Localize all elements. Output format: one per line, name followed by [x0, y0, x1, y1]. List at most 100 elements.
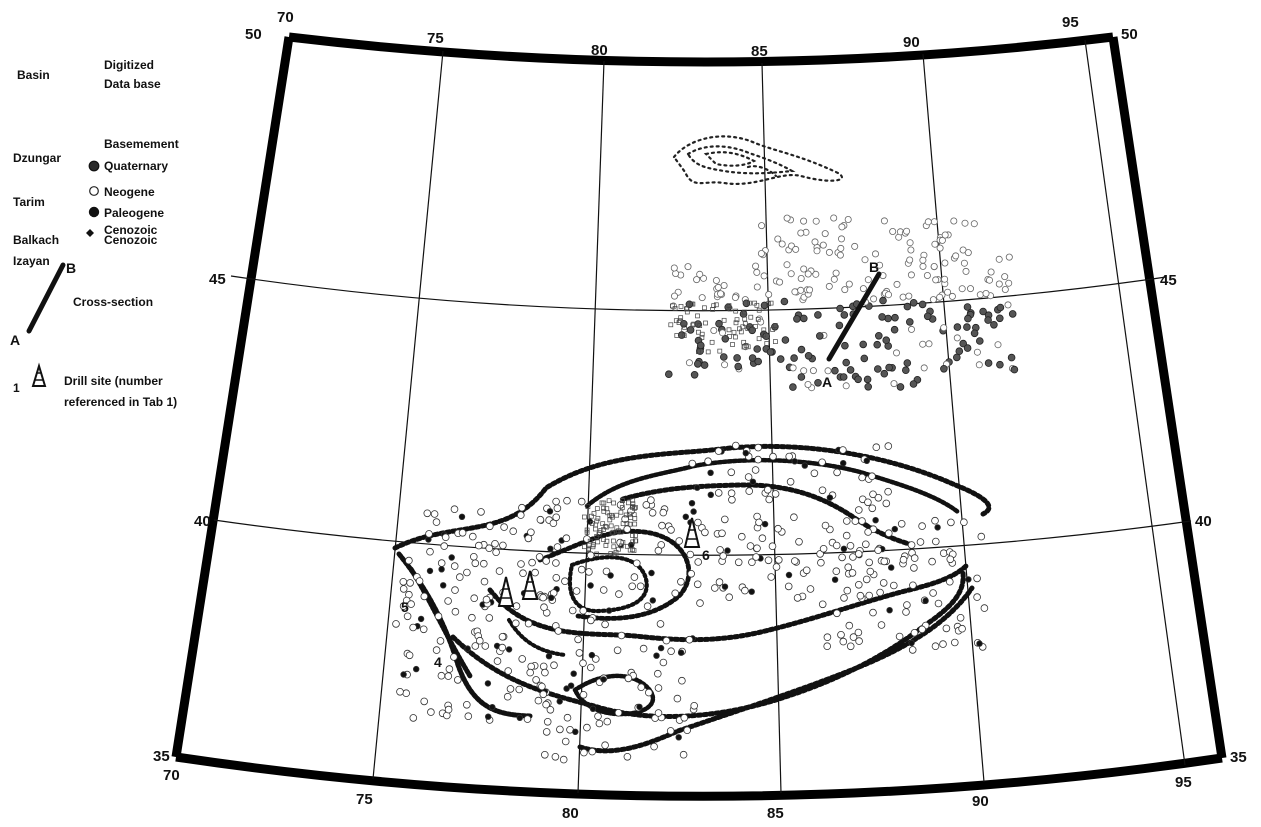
- neogene-point: [445, 665, 454, 673]
- basement-point: [919, 256, 927, 264]
- quaternary-point: [896, 383, 905, 391]
- basement-point: [804, 270, 812, 278]
- quaternary-point: [766, 348, 775, 356]
- tarim-mark: [601, 527, 606, 532]
- frame-top: [288, 32, 1114, 67]
- basement-point: [899, 293, 907, 301]
- basement-point: [931, 240, 939, 248]
- paleogene-point: [677, 649, 685, 656]
- quaternary-point: [733, 354, 741, 362]
- basement-point: [876, 261, 884, 269]
- neogene-point: [623, 752, 632, 761]
- neogene-point: [552, 559, 560, 567]
- paleogene-point: [458, 513, 466, 520]
- neogene-point: [399, 602, 408, 610]
- tarim-mark: [623, 512, 629, 518]
- neogene-point: [872, 443, 881, 452]
- paleogene-point: [791, 458, 798, 465]
- neogene-point: [843, 586, 852, 595]
- basement-point: [792, 245, 800, 253]
- neogene-point: [714, 489, 723, 497]
- neogene-point: [771, 490, 780, 498]
- basement-mark: [697, 323, 703, 328]
- basement-point: [958, 285, 966, 293]
- neogene-point: [531, 568, 539, 577]
- neogene-point: [498, 643, 507, 652]
- basement-point: [907, 246, 915, 254]
- basement-point: [967, 285, 975, 293]
- paleogene-point: [546, 508, 554, 515]
- legend-cross-section-a: A: [10, 332, 20, 348]
- tarim-contour-western-spur: [507, 618, 567, 657]
- quaternary-point: [831, 366, 839, 375]
- neogene-point: [524, 534, 533, 543]
- tarim-mark: [589, 521, 595, 526]
- neogene-point: [495, 567, 504, 575]
- neogene-point: [720, 515, 729, 524]
- basement-point: [975, 361, 983, 369]
- quaternary-point: [839, 373, 848, 381]
- neogene-point: [474, 541, 483, 550]
- legend-paleogene-symbol: [88, 206, 100, 218]
- neogene-point: [579, 606, 587, 615]
- neogene-point: [437, 559, 446, 567]
- quaternary-point: [780, 297, 789, 306]
- basement-point: [962, 267, 970, 275]
- neogene-point: [768, 542, 777, 550]
- neogene-point: [694, 558, 702, 566]
- neogene-point: [848, 569, 857, 577]
- neogene-point: [658, 521, 666, 530]
- quaternary-point: [979, 307, 987, 316]
- paleogene-point: [485, 713, 492, 720]
- neogene-point: [615, 590, 623, 598]
- tarim-mark: [611, 500, 616, 506]
- neogene-point: [632, 559, 641, 568]
- quaternary-point: [835, 321, 844, 330]
- neogene-point: [864, 528, 872, 536]
- neogene-point: [861, 540, 870, 549]
- neogene-point: [858, 517, 866, 525]
- legend-header-digitized: Digitized: [104, 58, 154, 72]
- quaternary-point: [882, 336, 890, 345]
- basement-point: [812, 270, 820, 278]
- basement-point: [930, 218, 938, 226]
- basement-point: [941, 231, 949, 239]
- neogene-point: [734, 558, 743, 567]
- basement-point: [783, 261, 791, 269]
- tarim-mark: [594, 551, 600, 557]
- basement-point: [970, 220, 978, 228]
- neogene-point: [818, 486, 827, 495]
- basement-mark: [742, 316, 748, 322]
- neogene-point: [693, 580, 702, 589]
- tarim-mark: [582, 514, 587, 520]
- neogene-point: [420, 592, 429, 601]
- neogene-point: [518, 503, 526, 512]
- basement-point: [864, 276, 872, 284]
- basement-point: [758, 222, 766, 230]
- neogene-point: [854, 580, 863, 589]
- quaternary-point: [879, 296, 887, 305]
- basement-point: [890, 380, 898, 388]
- neogene-point: [402, 689, 411, 697]
- basement-point: [960, 259, 968, 267]
- basement-point: [930, 262, 938, 270]
- neogene-point: [601, 620, 609, 629]
- tarim-mark: [632, 521, 638, 527]
- basement-mark: [684, 309, 690, 315]
- legend-basin-dzungar: Dzungar: [13, 151, 61, 165]
- tarim-contour-loop-1: [537, 528, 692, 621]
- neogene-point: [406, 579, 414, 587]
- neogene-point: [580, 748, 588, 757]
- tarim-mark: [614, 525, 620, 531]
- neogene-point: [704, 457, 712, 466]
- neogene-point: [784, 582, 793, 591]
- neogene-point: [744, 473, 753, 481]
- neogene-point: [817, 558, 825, 567]
- map-frame: [171, 32, 1227, 801]
- neogene-point: [539, 690, 548, 699]
- paleogene-point: [721, 583, 729, 590]
- basement-point: [720, 281, 728, 289]
- basement-point: [797, 286, 805, 294]
- legend-basin-balkach: Balkach: [13, 233, 59, 247]
- basement-point: [919, 340, 927, 348]
